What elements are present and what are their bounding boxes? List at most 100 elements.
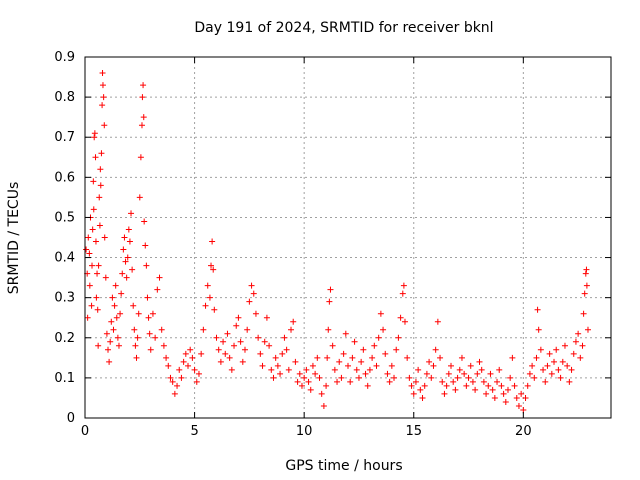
data-point bbox=[369, 354, 376, 361]
data-point bbox=[391, 374, 398, 381]
data-point bbox=[122, 258, 129, 265]
data-point bbox=[204, 282, 211, 289]
data-point bbox=[298, 382, 305, 389]
data-point bbox=[95, 262, 102, 269]
data-point bbox=[458, 354, 465, 361]
data-point bbox=[193, 378, 200, 385]
data-point bbox=[309, 362, 316, 369]
data-point bbox=[334, 378, 341, 385]
data-point bbox=[575, 330, 582, 337]
data-point bbox=[86, 282, 93, 289]
data-point bbox=[535, 326, 542, 333]
y-tick-label: 0 bbox=[67, 411, 75, 426]
data-point bbox=[200, 326, 207, 333]
data-point bbox=[259, 362, 266, 369]
data-point bbox=[358, 358, 365, 365]
data-point bbox=[511, 382, 518, 389]
data-point bbox=[97, 182, 104, 189]
data-point bbox=[331, 366, 338, 373]
data-point bbox=[114, 334, 121, 341]
data-point bbox=[211, 306, 218, 313]
data-point bbox=[213, 334, 220, 341]
data-point bbox=[568, 366, 575, 373]
data-point bbox=[529, 362, 536, 369]
data-point bbox=[90, 206, 97, 213]
data-point bbox=[421, 382, 428, 389]
y-tick-label: 0.3 bbox=[54, 291, 75, 306]
x-tick-label: 15 bbox=[405, 424, 422, 439]
y-tick-label: 0.8 bbox=[54, 90, 75, 105]
data-point bbox=[191, 366, 198, 373]
data-point bbox=[189, 354, 196, 361]
data-point bbox=[463, 382, 470, 389]
data-point bbox=[272, 354, 279, 361]
data-point bbox=[137, 154, 144, 161]
data-point bbox=[480, 378, 487, 385]
data-point bbox=[86, 250, 93, 257]
data-point bbox=[400, 282, 407, 289]
data-point bbox=[90, 178, 97, 185]
data-point bbox=[364, 382, 371, 389]
data-point bbox=[386, 378, 393, 385]
x-tick-label: 0 bbox=[81, 424, 89, 439]
data-point bbox=[467, 362, 474, 369]
y-tick-label: 0.2 bbox=[54, 331, 75, 346]
data-point bbox=[542, 378, 549, 385]
data-point bbox=[124, 254, 131, 261]
data-point bbox=[111, 302, 118, 309]
data-point bbox=[93, 294, 100, 301]
y-tick-label: 0.9 bbox=[54, 50, 75, 65]
data-point bbox=[312, 370, 319, 377]
data-point bbox=[171, 390, 178, 397]
data-point bbox=[99, 70, 106, 77]
data-point bbox=[415, 366, 422, 373]
data-point bbox=[185, 362, 192, 369]
data-point bbox=[165, 362, 172, 369]
data-point bbox=[584, 326, 591, 333]
data-point bbox=[524, 382, 531, 389]
data-point bbox=[329, 342, 336, 349]
data-point bbox=[580, 310, 587, 317]
x-axis-label: GPS time / hours bbox=[285, 458, 402, 474]
data-point bbox=[520, 406, 527, 413]
data-point bbox=[296, 370, 303, 377]
data-point bbox=[489, 386, 496, 393]
data-point bbox=[384, 370, 391, 377]
data-point bbox=[174, 382, 181, 389]
data-point bbox=[133, 354, 140, 361]
data-point bbox=[101, 234, 108, 241]
data-point bbox=[261, 338, 268, 345]
data-point bbox=[241, 346, 248, 353]
data-point bbox=[85, 234, 92, 241]
data-point bbox=[167, 374, 174, 381]
data-point bbox=[500, 390, 507, 397]
data-point bbox=[237, 338, 244, 345]
data-point bbox=[263, 314, 270, 321]
data-point bbox=[91, 134, 98, 141]
data-point bbox=[502, 398, 509, 405]
data-point bbox=[410, 390, 417, 397]
data-point bbox=[285, 366, 292, 373]
data-point bbox=[131, 326, 138, 333]
data-point bbox=[534, 306, 541, 313]
data-point bbox=[126, 238, 133, 245]
data-point bbox=[546, 350, 553, 357]
data-point bbox=[375, 334, 382, 341]
data-point bbox=[544, 362, 551, 369]
data-point bbox=[163, 354, 170, 361]
data-point bbox=[469, 378, 476, 385]
data-point bbox=[324, 354, 331, 361]
data-point bbox=[474, 370, 481, 377]
data-point bbox=[198, 350, 205, 357]
data-point bbox=[119, 270, 126, 277]
data-point bbox=[373, 362, 380, 369]
data-point bbox=[89, 262, 96, 269]
data-point bbox=[274, 362, 281, 369]
data-point bbox=[513, 394, 520, 401]
data-point bbox=[491, 394, 498, 401]
data-point bbox=[338, 374, 345, 381]
data-point bbox=[141, 218, 148, 225]
data-point bbox=[509, 354, 516, 361]
data-point bbox=[100, 94, 107, 101]
data-point bbox=[325, 326, 332, 333]
